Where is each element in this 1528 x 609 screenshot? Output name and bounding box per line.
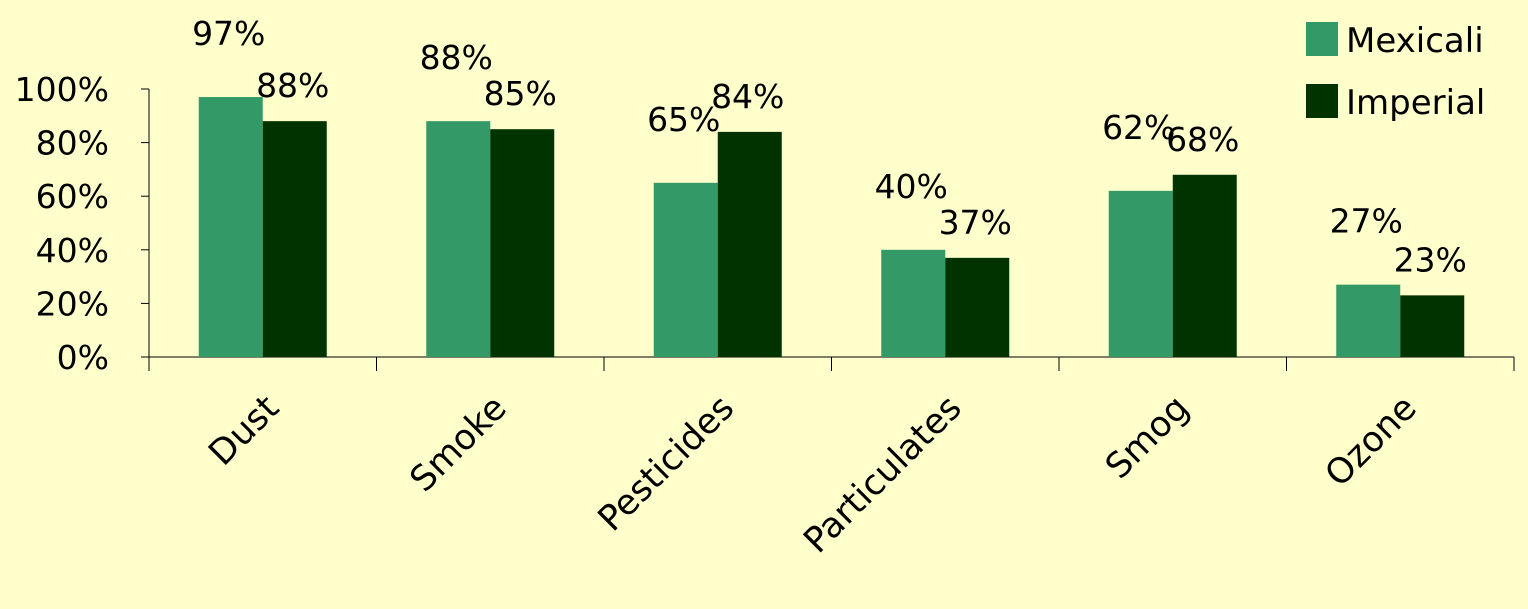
- bar-mexicali-pesticides: [653, 182, 718, 357]
- category-label-ozone: Ozone: [1318, 388, 1425, 495]
- bar-imperial-particulates: [945, 257, 1010, 357]
- data-label-imperial-smog: 68%: [1166, 120, 1239, 159]
- y-axis: 0% 20% 40% 60% 80% 100%: [15, 70, 150, 377]
- y-tick-label: 0%: [57, 338, 109, 377]
- data-label-mexicali-pesticides: 65%: [647, 100, 720, 139]
- bar-mexicali-ozone: [1336, 284, 1401, 357]
- y-tick-label: 20%: [36, 284, 109, 323]
- data-labels: 97%88%88%85%65%84%40%37%62%68%27%23%: [192, 14, 1467, 279]
- y-tick-label: 60%: [36, 177, 109, 216]
- category-label-particulates: Particulates: [796, 388, 969, 561]
- bar-imperial-ozone: [1400, 295, 1465, 357]
- legend-swatch-imperial: [1306, 84, 1338, 118]
- data-label-imperial-ozone: 23%: [1394, 240, 1467, 279]
- legend-label-imperial: Imperial: [1346, 83, 1485, 123]
- data-label-mexicali-dust: 97%: [192, 14, 265, 53]
- data-label-mexicali-ozone: 27%: [1330, 202, 1403, 241]
- bar-mexicali-dust: [198, 97, 263, 357]
- category-label-smoke: Smoke: [403, 388, 515, 500]
- data-label-mexicali-smoke: 88%: [420, 38, 493, 77]
- category-label-smog: Smog: [1098, 388, 1197, 487]
- bar-imperial-smoke: [490, 129, 555, 357]
- category-label-dust: Dust: [201, 388, 287, 474]
- category-label-pesticides: Pesticides: [591, 388, 742, 539]
- y-tick-label: 40%: [36, 231, 109, 270]
- bars: [198, 97, 1465, 357]
- bar-mexicali-particulates: [881, 249, 946, 357]
- y-tick-label: 100%: [15, 70, 109, 109]
- data-label-mexicali-smog: 62%: [1102, 108, 1175, 147]
- legend-label-mexicali: Mexicali: [1346, 21, 1484, 61]
- y-tick-label: 80%: [36, 124, 109, 163]
- data-label-imperial-pesticides: 84%: [711, 77, 784, 116]
- bar-mexicali-smoke: [426, 121, 491, 357]
- data-label-imperial-smoke: 85%: [484, 74, 557, 113]
- legend: Mexicali Imperial: [1306, 21, 1485, 123]
- bar-imperial-dust: [262, 121, 327, 357]
- bar-imperial-pesticides: [717, 131, 782, 357]
- legend-swatch-mexicali: [1306, 22, 1338, 56]
- data-label-imperial-dust: 88%: [256, 66, 329, 105]
- data-label-imperial-particulates: 37%: [939, 203, 1012, 242]
- bar-mexicali-smog: [1108, 190, 1173, 357]
- category-labels: Dust Smoke Pesticides Particulates Smog Ozone: [201, 388, 1424, 561]
- bar-imperial-smog: [1172, 174, 1237, 357]
- data-label-mexicali-particulates: 40%: [875, 167, 948, 206]
- x-axis: [148, 356, 1515, 371]
